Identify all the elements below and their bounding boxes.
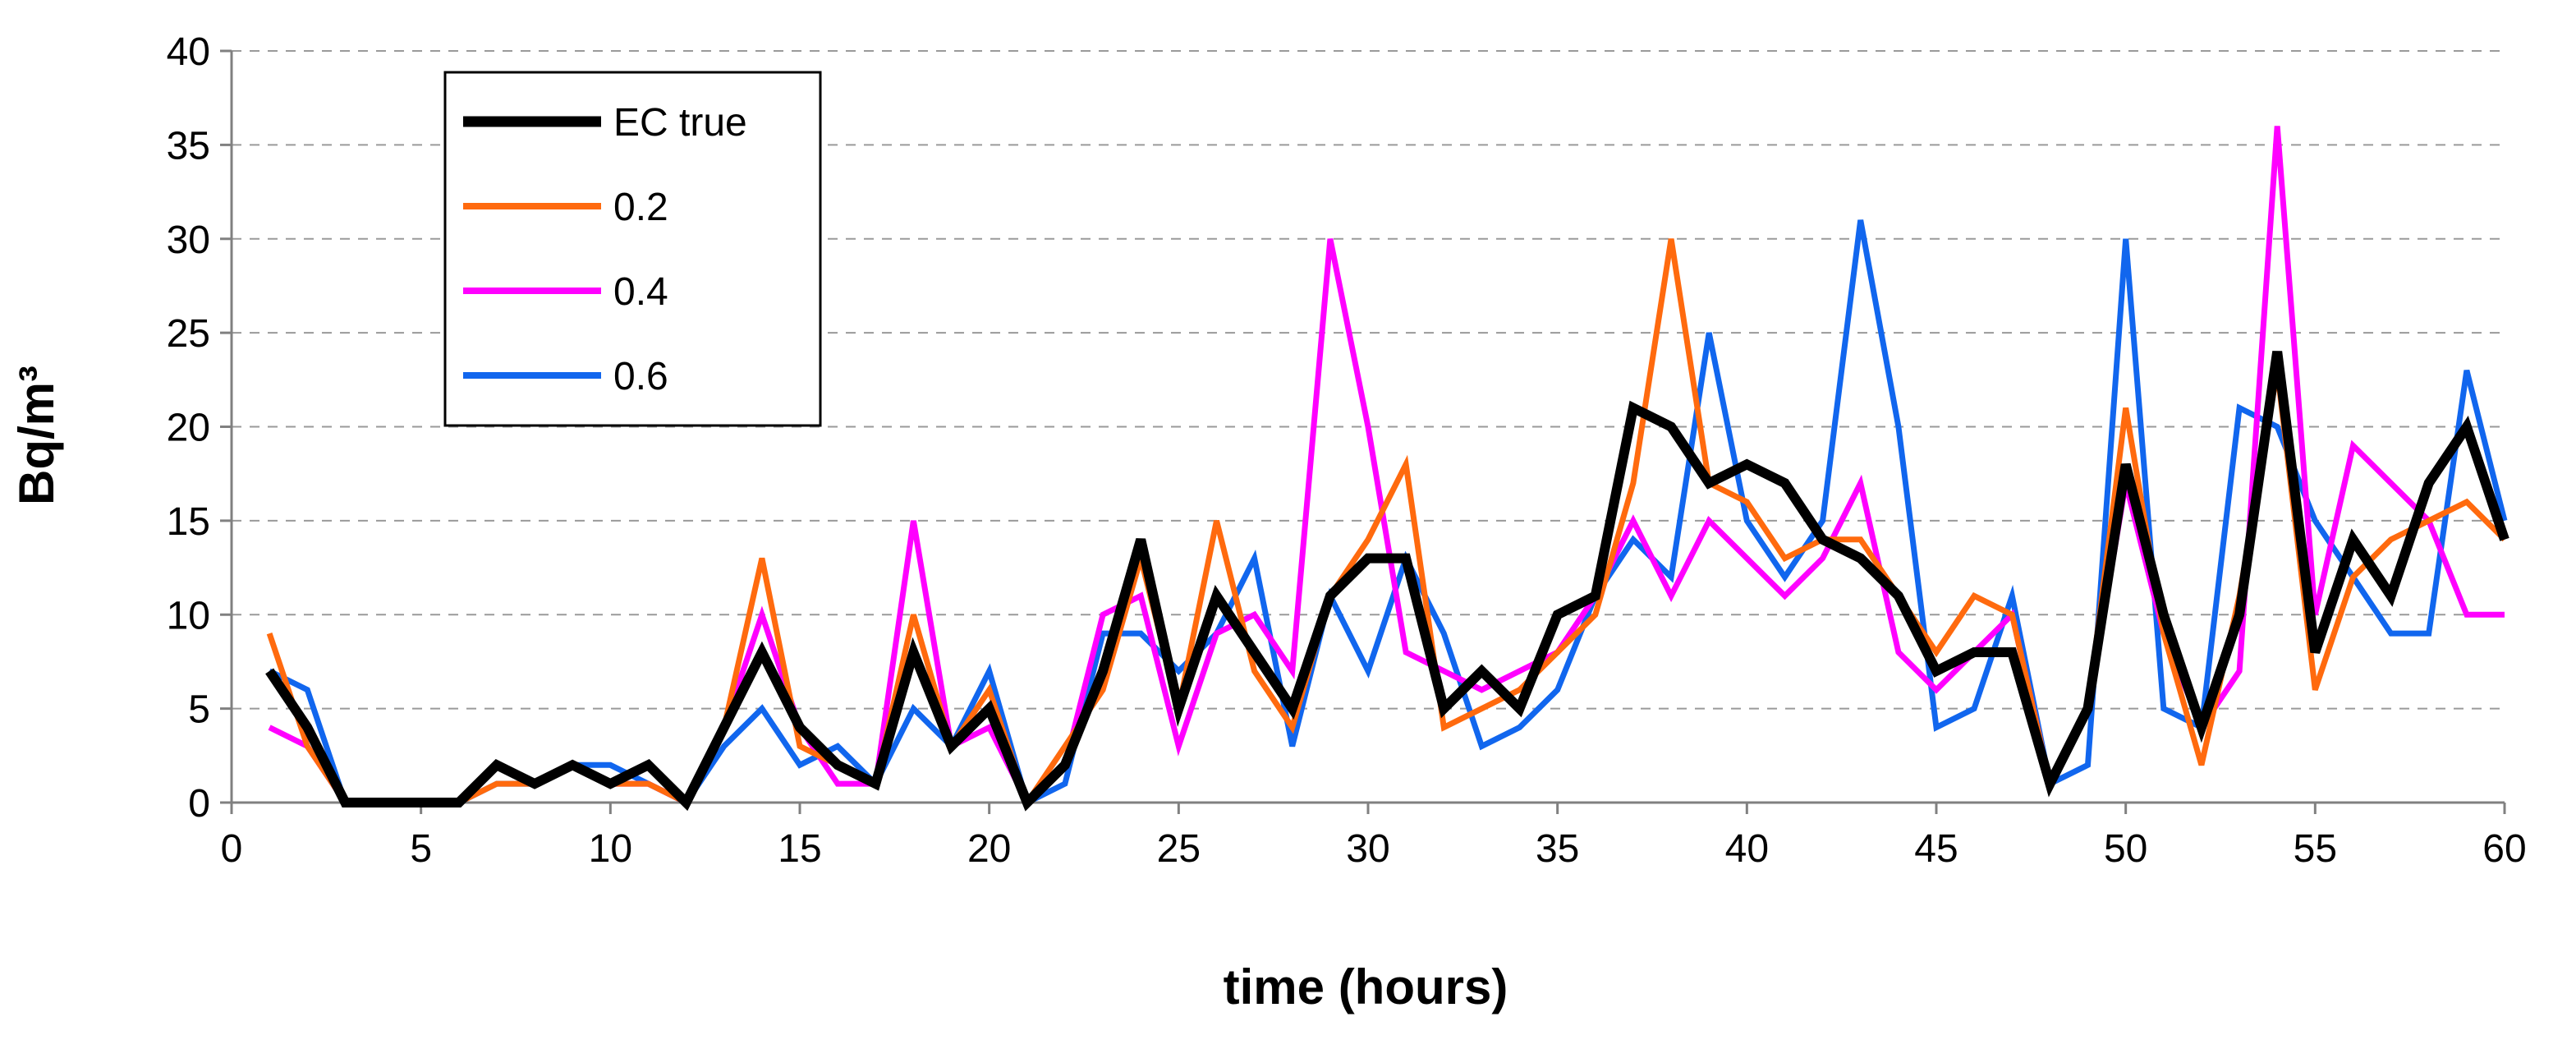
x-tick-label: 30 [1346, 827, 1389, 871]
x-tick-label: 35 [1536, 827, 1579, 871]
x-tick-label: 15 [778, 827, 821, 871]
legend-label: 0.6 [613, 355, 668, 398]
x-tick-label: 60 [2482, 827, 2526, 871]
y-axis-title: Bq/m³ [9, 366, 64, 505]
axes: 0 5 10 15 20 25 30 35 40 0 5 10 15 20 25 30 35 40 45 50 55 60 [167, 30, 2527, 871]
legend-label: EC true [613, 101, 747, 145]
legend: EC true 0.2 0.4 0.6 [443, 71, 822, 427]
x-tick-label: 40 [1725, 827, 1769, 871]
y-tick-label: 30 [167, 219, 210, 262]
x-tick-label: 45 [1914, 827, 1958, 871]
x-tick-label: 50 [2104, 827, 2147, 871]
series-line-ec-true [265, 351, 2509, 812]
y-tick-label: 35 [167, 124, 210, 168]
x-tick-label: 25 [1157, 827, 1201, 871]
y-tick-label: 20 [167, 407, 210, 450]
x-tick-label: 10 [589, 827, 632, 871]
y-tick-label: 5 [188, 688, 210, 732]
y-tick-label: 25 [167, 312, 210, 356]
x-tick-label: 5 [410, 827, 432, 871]
x-tick-label: 20 [967, 827, 1011, 871]
y-tick-label: 10 [167, 594, 210, 637]
x-axis-title: time (hours) [1224, 959, 1508, 1014]
legend-box [443, 71, 822, 427]
series-line-0-6 [268, 219, 2508, 807]
y-tick-label: 0 [188, 782, 210, 826]
x-tick-label: 55 [2294, 827, 2337, 871]
series-line-0-2 [266, 238, 2507, 809]
series-lines [265, 126, 2509, 812]
x-tick-label: 0 [221, 827, 243, 871]
legend-label: 0.4 [613, 270, 668, 314]
legend-label: 0.2 [613, 186, 668, 229]
y-tick-label: 15 [167, 500, 210, 544]
y-tick-label: 40 [167, 30, 210, 74]
